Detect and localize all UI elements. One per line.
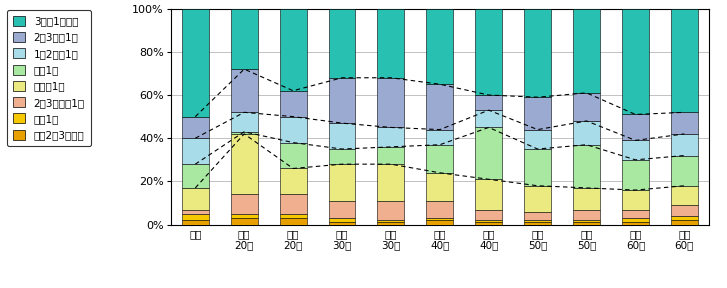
Bar [475,220,502,222]
Bar [329,164,356,201]
Bar [280,168,307,194]
Bar [622,222,649,225]
Bar [329,149,356,164]
Bar [475,110,502,127]
Bar [475,95,502,110]
Bar [230,134,257,194]
Bar [475,222,502,225]
Bar [524,97,551,130]
Bar [182,138,209,164]
Bar [573,222,600,225]
Bar [475,210,502,220]
Bar [573,145,600,188]
Bar [377,9,404,78]
Bar [671,156,698,186]
Bar [622,141,649,160]
Bar [329,9,356,78]
Bar [182,210,209,214]
Bar [426,84,454,130]
Bar [182,117,209,138]
Bar [329,218,356,222]
Bar [182,188,209,210]
Bar [377,147,404,164]
Bar [230,9,257,69]
Bar [377,220,404,222]
Bar [230,218,257,225]
Bar [622,9,649,114]
Bar [377,201,404,220]
Bar [182,220,209,225]
Bar [622,160,649,190]
Bar [622,218,649,222]
Bar [230,112,257,132]
Legend: 3年に1回未満, 2～3年に1回, 1～2年に1回, 年に1回, 半年に1回, 2～3カ月に1回, 月に1回, 月に2～3回以上: 3年に1回未満, 2～3年に1回, 1～2年に1回, 年に1回, 半年に1回, … [7,10,91,147]
Bar [524,149,551,186]
Bar [475,9,502,95]
Bar [573,210,600,220]
Bar [329,201,356,218]
Bar [671,186,698,205]
Bar [524,212,551,220]
Bar [524,9,551,97]
Bar [329,222,356,225]
Bar [377,164,404,201]
Bar [573,9,600,93]
Bar [524,222,551,225]
Bar [230,194,257,214]
Bar [426,130,454,145]
Bar [377,127,404,147]
Bar [426,173,454,201]
Bar [280,218,307,225]
Bar [622,210,649,218]
Bar [524,186,551,212]
Bar [573,121,600,145]
Bar [280,9,307,91]
Bar [524,220,551,222]
Bar [622,115,649,141]
Bar [671,205,698,216]
Bar [230,132,257,134]
Bar [426,9,454,84]
Bar [426,145,454,173]
Bar [182,164,209,188]
Bar [182,9,209,117]
Bar [573,93,600,121]
Bar [280,143,307,168]
Bar [230,214,257,218]
Bar [280,91,307,117]
Bar [280,214,307,218]
Bar [280,117,307,143]
Bar [671,134,698,156]
Bar [475,179,502,210]
Bar [622,190,649,210]
Bar [426,218,454,220]
Bar [329,78,356,123]
Bar [182,214,209,220]
Bar [377,222,404,225]
Bar [329,123,356,149]
Bar [377,78,404,127]
Bar [475,127,502,179]
Bar [671,9,698,112]
Bar [426,220,454,225]
Bar [426,201,454,218]
Bar [671,220,698,225]
Bar [524,130,551,149]
Bar [573,220,600,222]
Bar [573,188,600,210]
Bar [671,216,698,220]
Bar [280,194,307,214]
Bar [230,69,257,112]
Bar [671,112,698,134]
